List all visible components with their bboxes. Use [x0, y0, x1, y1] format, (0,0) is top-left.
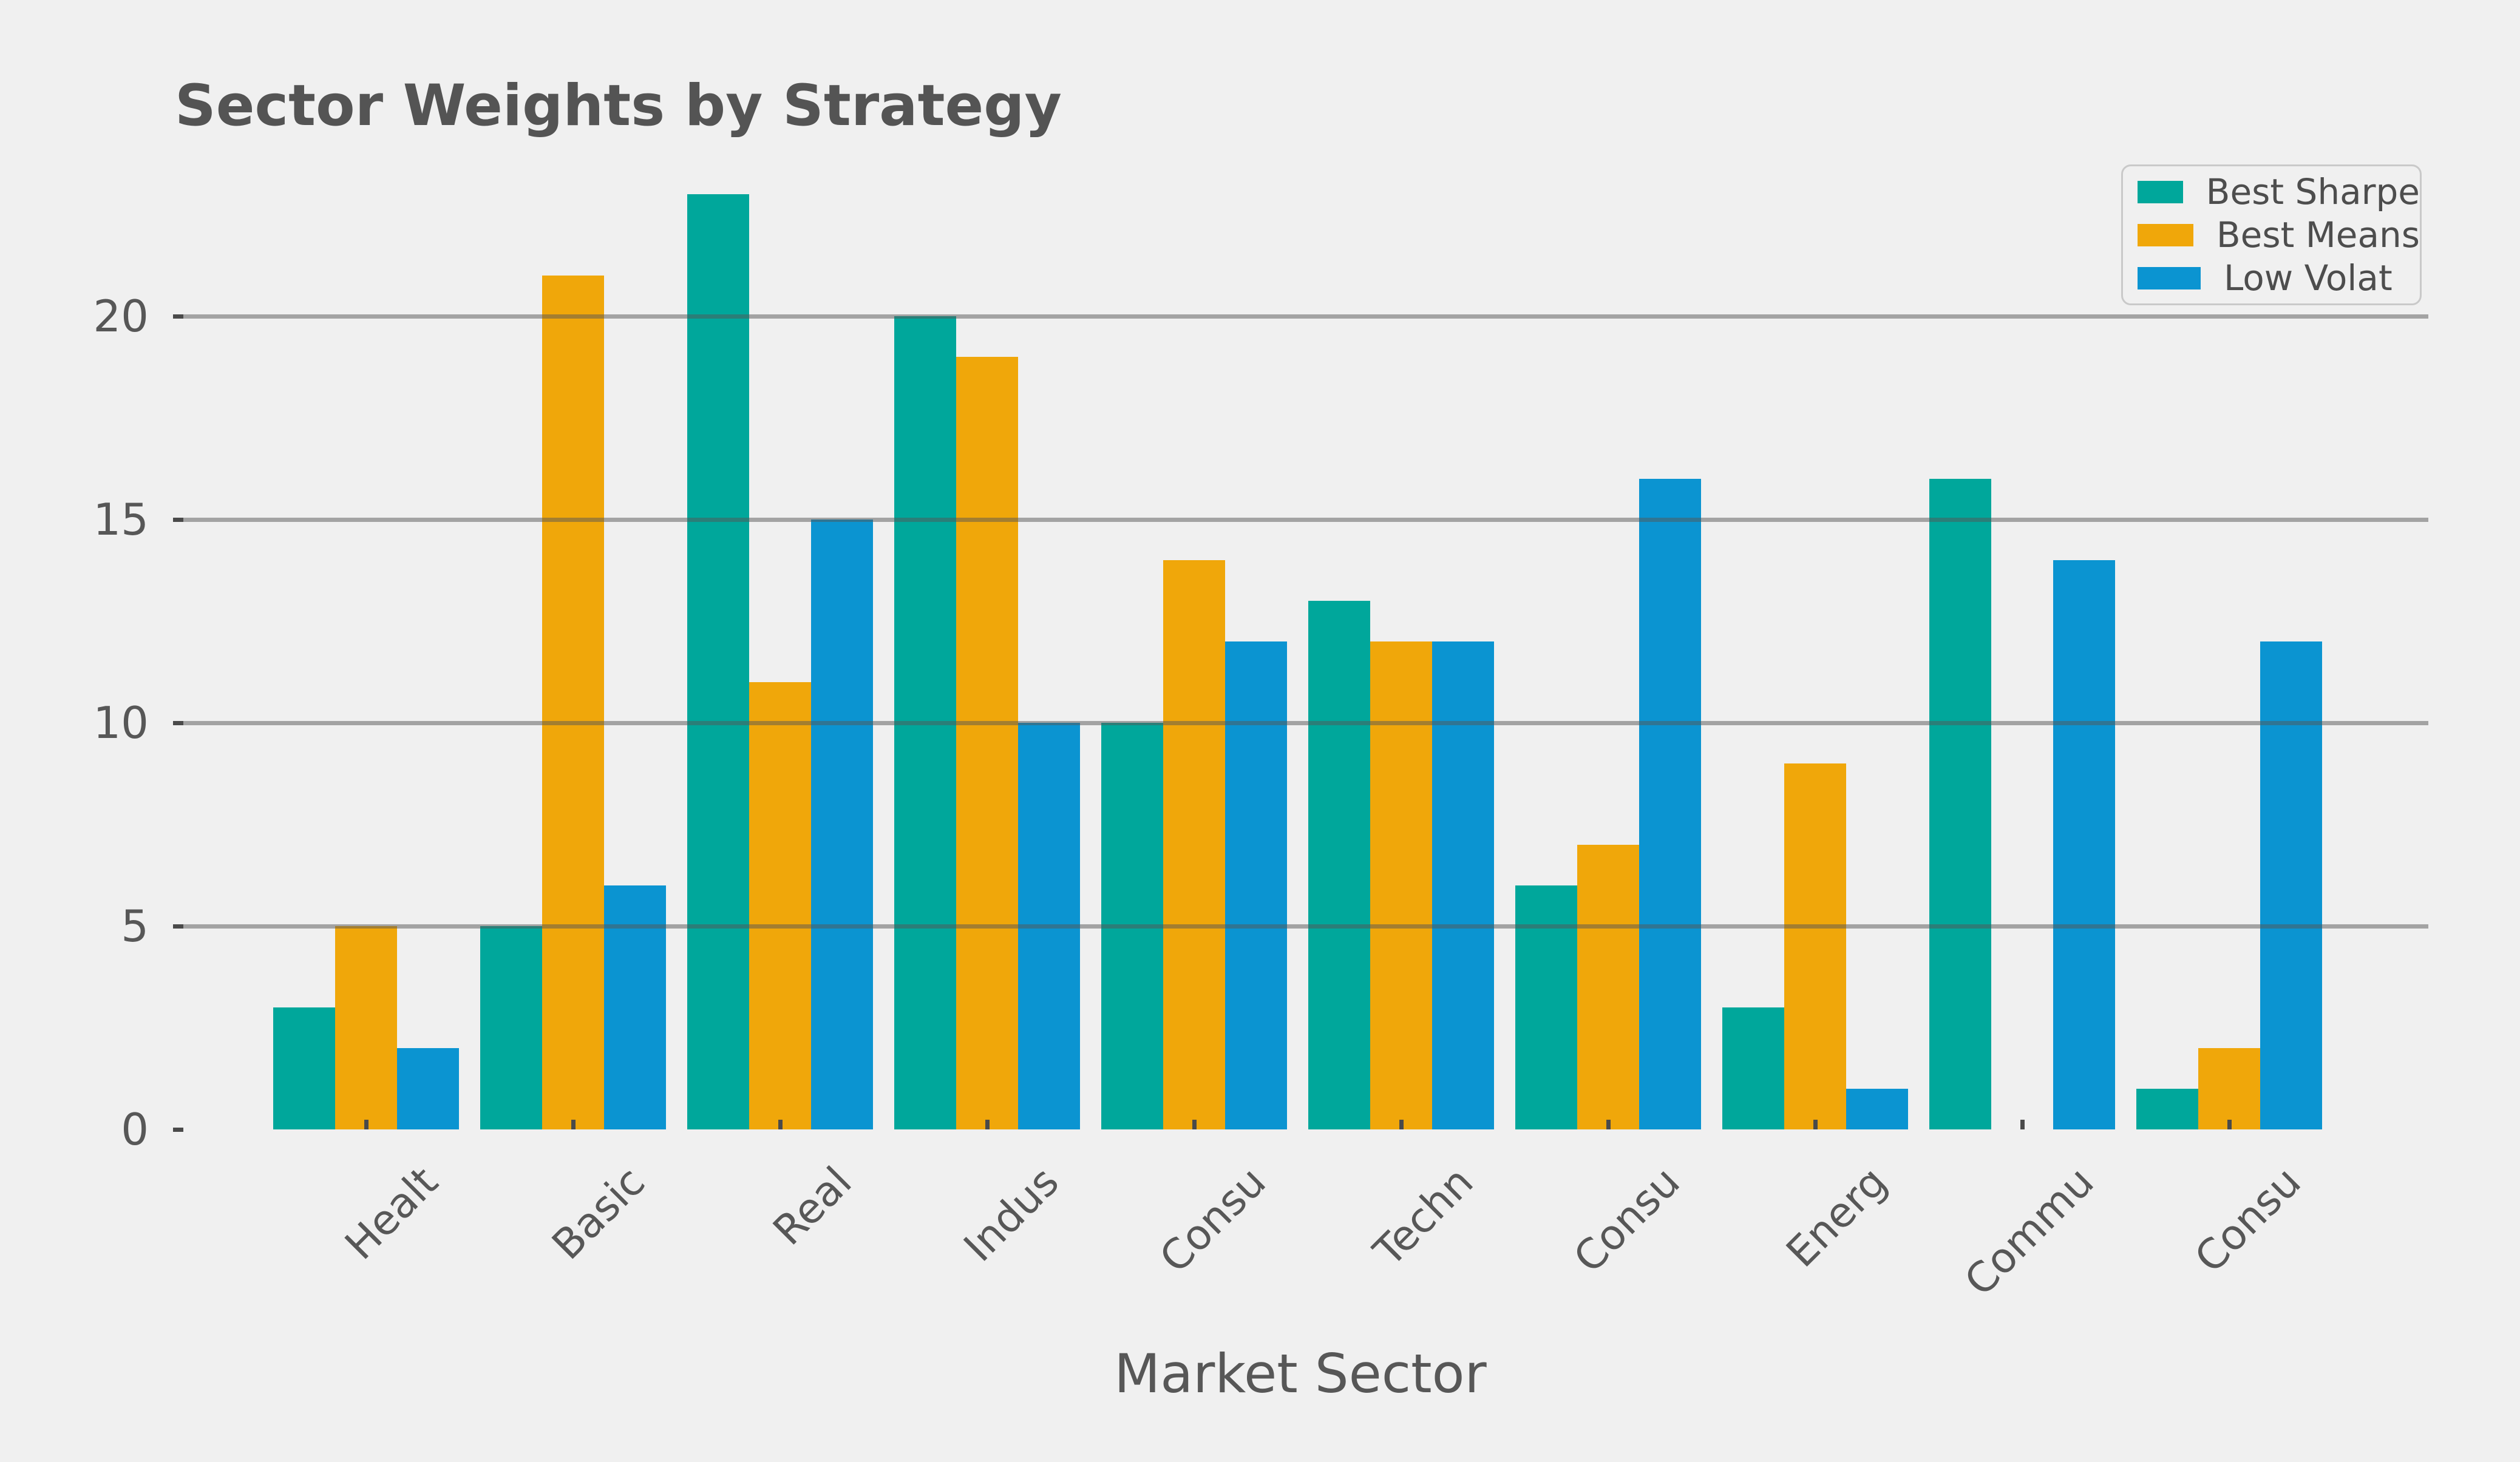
bar: [542, 276, 604, 1129]
x-tick: [2227, 1120, 2232, 1129]
x-tick-label: Consu: [1564, 1158, 1690, 1282]
x-tick: [1399, 1120, 1404, 1129]
x-tick: [2020, 1120, 2025, 1129]
bar: [1370, 641, 1432, 1129]
y-tick: [173, 721, 183, 725]
x-tick-label: Basic: [543, 1158, 654, 1270]
y-tick-label: 20: [93, 291, 149, 342]
x-tick: [1606, 1120, 1611, 1129]
bar: [2053, 560, 2115, 1129]
bar: [273, 1007, 335, 1129]
x-axis-title: Market Sector: [1114, 1342, 1487, 1405]
bar: [480, 926, 542, 1129]
gridline: [173, 721, 2428, 725]
legend-swatch: [2138, 266, 2201, 289]
x-tick: [1813, 1120, 1818, 1129]
x-tick-label: Consu: [2185, 1158, 2311, 1282]
y-tick-label: 5: [121, 901, 149, 952]
y-tick-label: 0: [121, 1104, 149, 1155]
y-tick: [173, 314, 183, 319]
bar: [749, 682, 811, 1129]
bar: [604, 885, 666, 1129]
bar: [2198, 1048, 2260, 1129]
legend-swatch: [2138, 223, 2193, 246]
bar: [956, 357, 1018, 1129]
bar: [1722, 1007, 1784, 1129]
x-tick-label: Indus: [955, 1158, 1068, 1271]
x-tick-label: Commu: [1955, 1158, 2104, 1306]
legend: Best Sharpe Best Means Low Volat: [2121, 164, 2422, 305]
bar: [1929, 479, 1991, 1129]
x-tick: [1192, 1120, 1197, 1129]
y-tick: [173, 924, 183, 929]
bar: [1515, 885, 1577, 1129]
x-tick: [778, 1120, 783, 1129]
x-tick-label: Consu: [1150, 1158, 1275, 1282]
bar: [687, 194, 749, 1129]
bar: [2136, 1089, 2198, 1129]
bar: [1308, 601, 1370, 1129]
bar: [1784, 763, 1846, 1129]
legend-entry: Low Volat: [2138, 257, 2420, 300]
legend-entry: Best Sharpe: [2138, 171, 2420, 214]
bar: [335, 926, 397, 1129]
legend-entry: Best Means: [2138, 214, 2420, 257]
x-tick-label: Techn: [1364, 1158, 1482, 1276]
bar: [2260, 641, 2322, 1129]
y-tick: [173, 1128, 183, 1132]
x-tick-label: Energ: [1778, 1158, 1897, 1277]
y-tick-label: 10: [93, 697, 149, 748]
x-tick: [364, 1120, 368, 1129]
y-tick-label: 15: [93, 494, 149, 545]
chart-title: Sector Weights by Strategy: [175, 73, 1062, 139]
x-tick-label: Real: [764, 1158, 861, 1255]
bar: [1577, 845, 1639, 1129]
gridline: [173, 314, 2428, 319]
legend-label: Best Sharpe: [2206, 171, 2420, 212]
x-tick: [985, 1120, 990, 1129]
gridline: [173, 518, 2428, 522]
bar: [397, 1048, 459, 1129]
x-tick: [571, 1120, 576, 1129]
legend-label: Low Volat: [2224, 257, 2393, 299]
bar: [1846, 1089, 1908, 1129]
bar: [1639, 479, 1701, 1129]
legend-label: Best Means: [2216, 214, 2420, 256]
bar: [1163, 560, 1225, 1129]
gridline: [173, 924, 2428, 929]
y-tick: [173, 518, 183, 522]
bar: [1225, 641, 1287, 1129]
legend-swatch: [2138, 180, 2183, 203]
bar: [811, 519, 873, 1129]
bar: [1432, 641, 1494, 1129]
x-tick-label: Healt: [336, 1158, 447, 1270]
